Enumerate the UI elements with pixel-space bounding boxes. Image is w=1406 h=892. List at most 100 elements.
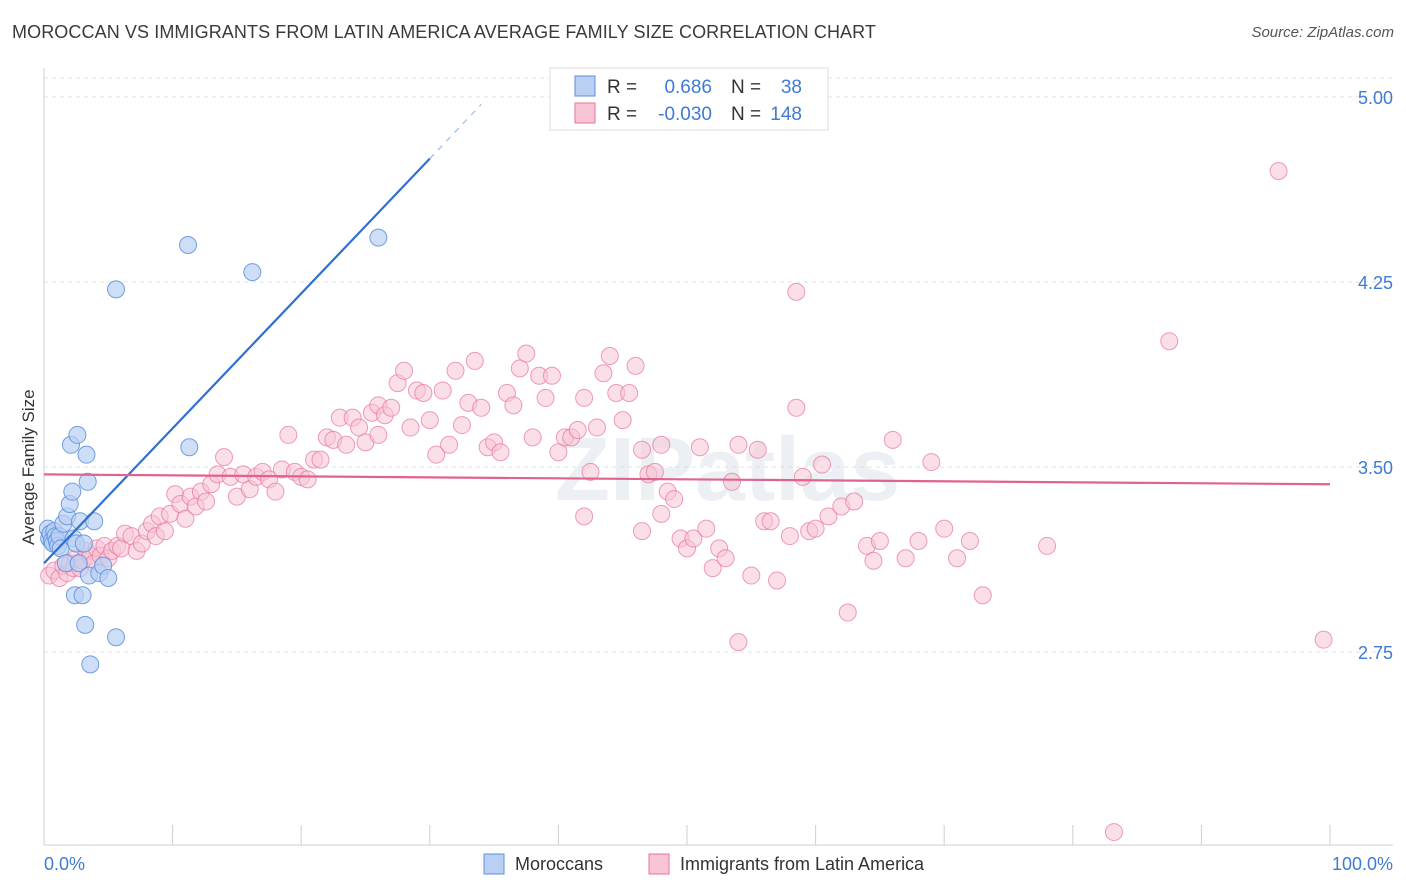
latin-point bbox=[1104, 823, 1123, 842]
latin-point bbox=[703, 559, 722, 578]
latin-point bbox=[748, 440, 767, 459]
series-legend-swatch-moroccans bbox=[483, 853, 505, 875]
moroccan-point bbox=[179, 236, 198, 254]
y-tick-label-2: 4.25 bbox=[1358, 273, 1393, 293]
latin-point bbox=[155, 522, 174, 541]
moroccan-point bbox=[76, 615, 95, 634]
moroccan-point bbox=[107, 628, 126, 647]
moroccan-point bbox=[73, 586, 92, 605]
latin-point bbox=[806, 519, 825, 538]
latin-point bbox=[446, 361, 465, 380]
source-label: Source: ZipAtlas.com bbox=[1251, 24, 1394, 41]
latin-point bbox=[632, 522, 651, 541]
latin-point bbox=[761, 512, 780, 531]
latin-point bbox=[620, 384, 639, 402]
latin-point bbox=[197, 492, 216, 511]
latin-point bbox=[176, 509, 195, 528]
latin-point bbox=[813, 455, 832, 474]
moroccan-point bbox=[78, 472, 97, 491]
moroccan-trend-line bbox=[43, 157, 431, 564]
latin-point bbox=[427, 445, 446, 464]
moroccan-point bbox=[369, 228, 388, 247]
legend-r-label-2: R = bbox=[607, 104, 637, 125]
series-legend-swatch-latin bbox=[648, 853, 670, 875]
latin-point bbox=[870, 532, 889, 550]
latin-point bbox=[382, 398, 401, 417]
latin-point bbox=[504, 396, 523, 415]
latin-point bbox=[369, 425, 388, 444]
trend-lines bbox=[43, 103, 1331, 564]
latin-point bbox=[549, 443, 568, 462]
series-legend: Moroccans Immigrants from Latin America bbox=[483, 853, 925, 875]
latin-point bbox=[665, 490, 684, 509]
latin-point bbox=[1269, 162, 1288, 180]
latin-point bbox=[420, 411, 439, 430]
moroccan-point bbox=[63, 482, 82, 501]
latin-point bbox=[793, 467, 812, 486]
latin-point bbox=[819, 507, 838, 526]
latin-point bbox=[652, 435, 671, 454]
latin-point bbox=[780, 527, 799, 546]
legend-n-label-1: N = bbox=[731, 77, 761, 98]
latin-point bbox=[787, 398, 806, 417]
latin-point bbox=[742, 566, 761, 585]
latin-point bbox=[568, 421, 587, 439]
legend-r-value-2: -0.030 bbox=[658, 104, 712, 125]
latin-point bbox=[440, 435, 459, 454]
moroccan-points bbox=[38, 228, 388, 674]
axes bbox=[43, 68, 1393, 846]
latin-point bbox=[414, 384, 433, 402]
stats-legend-box bbox=[549, 67, 829, 131]
latin-point bbox=[690, 438, 709, 457]
moroccan-point bbox=[85, 512, 104, 531]
latin-point bbox=[575, 388, 594, 407]
latin-point bbox=[465, 351, 484, 370]
x-tick-label-min: 0.0% bbox=[44, 854, 85, 874]
latin-point bbox=[626, 356, 645, 375]
legend-n-label-2: N = bbox=[731, 104, 761, 125]
moroccan-point bbox=[180, 438, 199, 457]
latin-point bbox=[279, 425, 298, 444]
moroccan-point bbox=[77, 445, 96, 464]
latin-point bbox=[960, 532, 979, 550]
moroccan-point bbox=[68, 425, 87, 444]
latin-point bbox=[1038, 536, 1057, 555]
latin-point bbox=[350, 418, 369, 437]
latin-point bbox=[600, 347, 619, 365]
latin-point bbox=[581, 462, 600, 481]
y-axis-title: Average Family Size bbox=[19, 389, 38, 545]
stats-legend: R = 0.686 N = 38 R = -0.030 N = 148 bbox=[549, 67, 829, 131]
moroccan-point bbox=[69, 554, 88, 573]
latin-point bbox=[729, 435, 748, 454]
latin-point bbox=[1314, 630, 1333, 649]
latin-trend-line bbox=[43, 473, 1331, 486]
latin-point bbox=[542, 366, 561, 385]
latin-point bbox=[909, 532, 928, 550]
latin-point bbox=[632, 440, 651, 459]
latin-point bbox=[298, 470, 317, 489]
latin-point bbox=[838, 603, 857, 622]
latin-point bbox=[787, 282, 806, 301]
moroccan-point bbox=[243, 263, 262, 282]
y-tick-labels: 2.75 3.50 4.25 5.00 bbox=[1358, 88, 1393, 663]
latin-point bbox=[395, 361, 414, 380]
legend-n-value-1: 38 bbox=[781, 77, 802, 98]
latin-point bbox=[452, 416, 471, 435]
y-tick-label-3: 5.00 bbox=[1358, 88, 1393, 108]
series-legend-label-latin: Immigrants from Latin America bbox=[680, 854, 925, 874]
latin-point bbox=[401, 418, 420, 437]
latin-point bbox=[523, 428, 542, 447]
latin-point bbox=[510, 359, 529, 378]
latin-point bbox=[684, 529, 703, 548]
latin-point bbox=[613, 411, 632, 430]
moroccan-point bbox=[99, 569, 118, 587]
latin-point bbox=[433, 381, 452, 400]
latin-point bbox=[491, 443, 510, 462]
latin-point bbox=[1160, 332, 1179, 351]
moroccan-trend-extension bbox=[429, 103, 482, 160]
latin-point bbox=[922, 453, 941, 472]
latin-point bbox=[645, 462, 664, 481]
latin-point bbox=[973, 586, 992, 605]
latin-point bbox=[948, 549, 967, 568]
